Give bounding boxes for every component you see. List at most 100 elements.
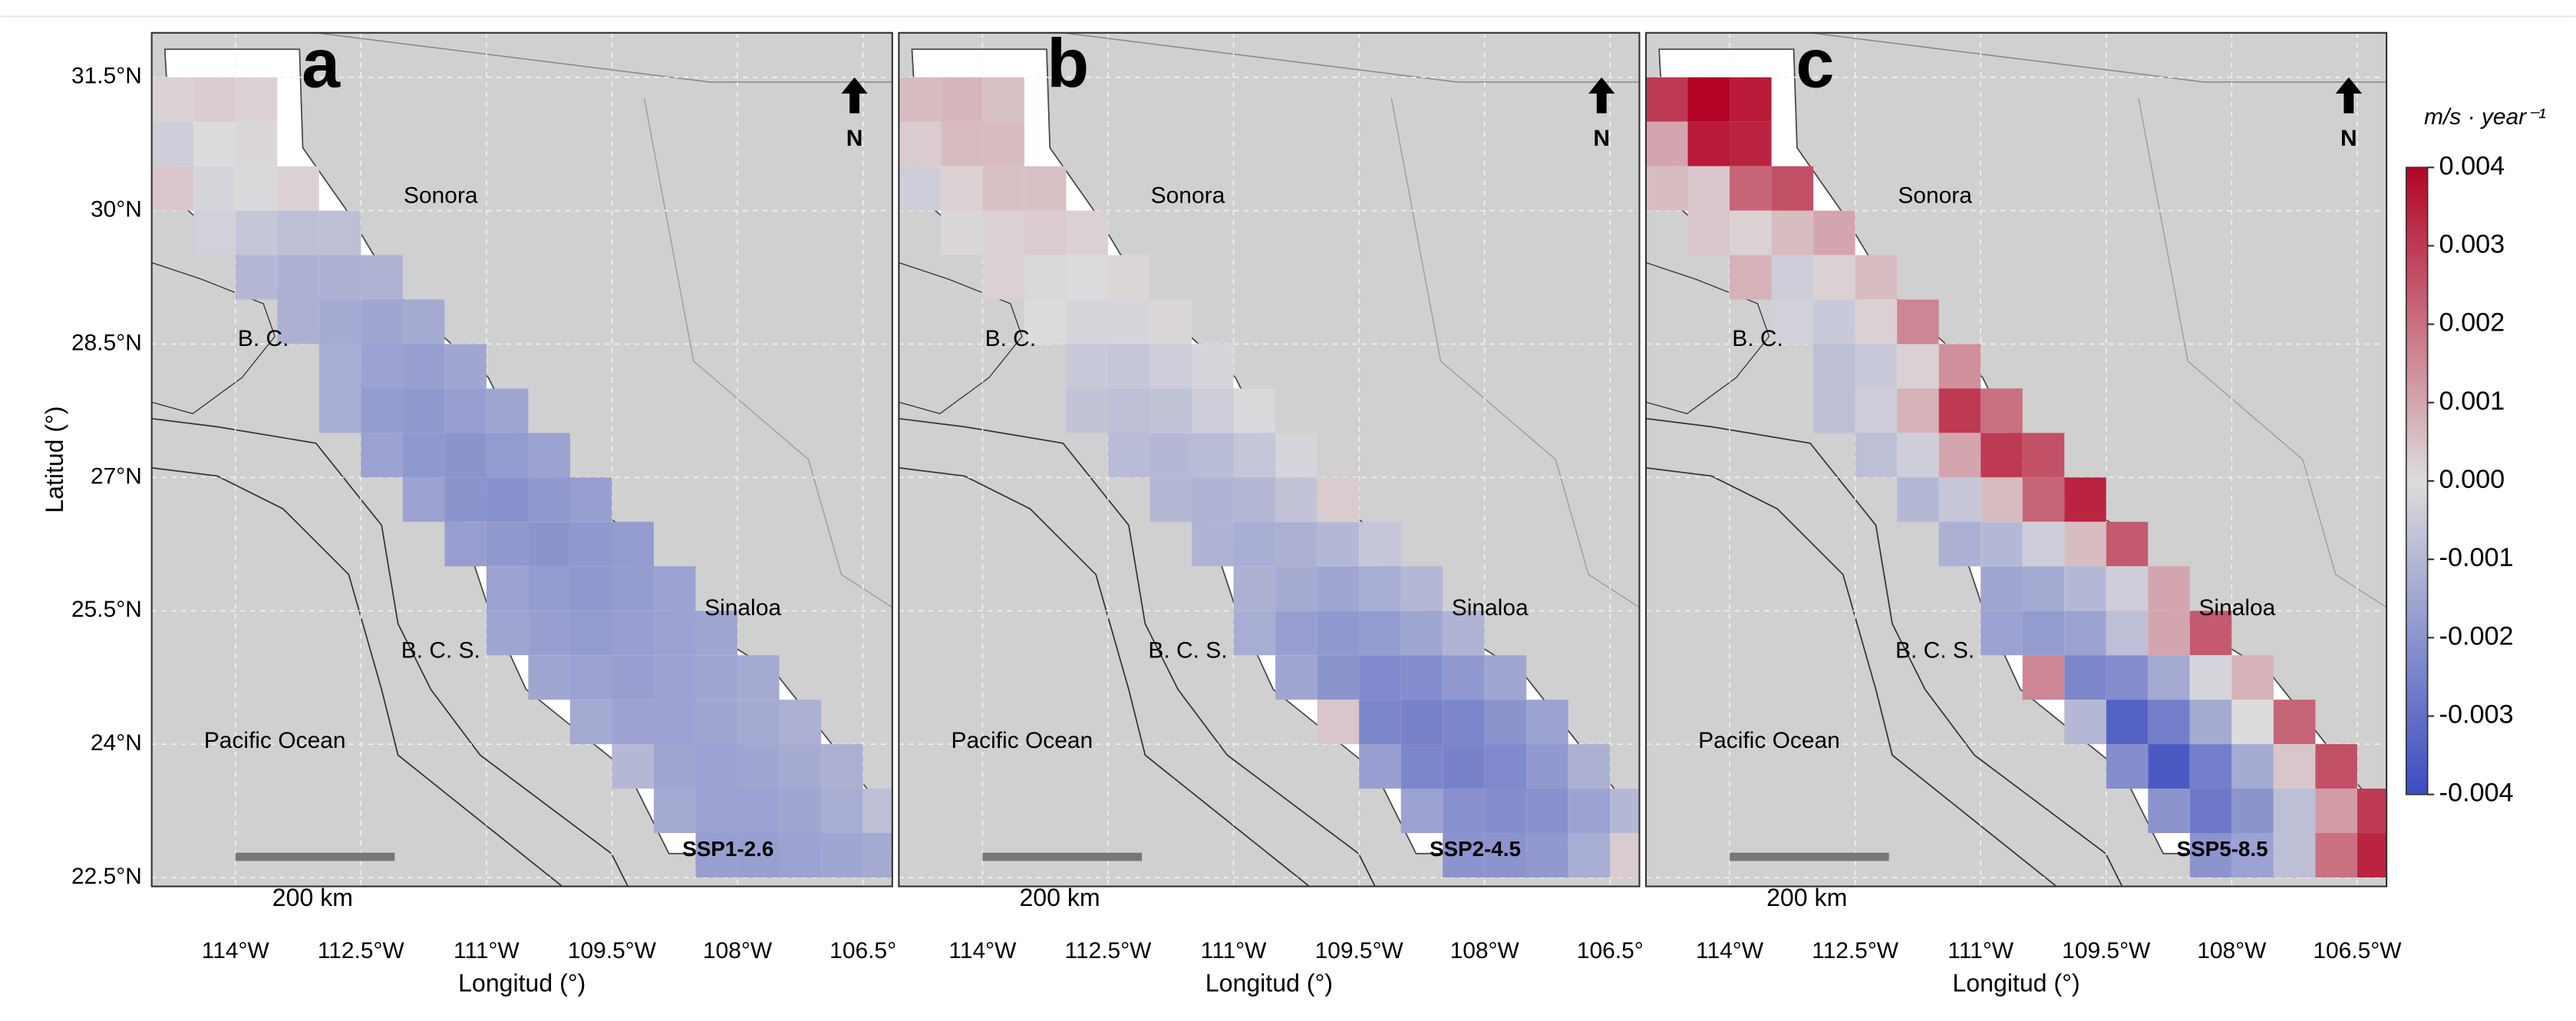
grid-cell (1730, 255, 1772, 300)
grid-cell (361, 433, 403, 478)
grid-cell (318, 344, 361, 389)
region-label: Pacific Ocean (204, 728, 346, 753)
grid-cell (1359, 655, 1401, 700)
grid-cell (1024, 210, 1067, 255)
grid-cell (569, 477, 612, 522)
grid-cell (235, 121, 278, 166)
grid-cell (1275, 566, 1318, 611)
grid-cell (1687, 166, 1730, 211)
grid-cell (444, 344, 487, 389)
grid-cell (1024, 166, 1067, 211)
grid-cell (1771, 210, 1814, 255)
x-tick-label: 111°W (1201, 938, 1267, 963)
state-border (1390, 98, 1640, 608)
grid-cell (1897, 477, 1939, 522)
grid-cell (486, 611, 529, 656)
scenario-label: SSP1-2.6 (682, 837, 773, 861)
x-tick-label: 106.5°W (2313, 938, 2402, 963)
grid-cell (486, 477, 529, 522)
grid-cell (1317, 566, 1360, 611)
grid-cell (528, 566, 570, 611)
colorbar-tick-label: -0.004 (2439, 779, 2514, 808)
grid-cell (569, 522, 612, 567)
grid-cell (821, 832, 863, 878)
grid-cell (1484, 789, 1527, 833)
grid-cell (2022, 477, 2065, 522)
grid-cell (1443, 611, 1485, 656)
scenario-label: SSP2-4.5 (1430, 837, 1521, 861)
grid-cell (444, 433, 487, 478)
grid-cell (2189, 789, 2232, 833)
grid-cell (779, 789, 822, 833)
x-tick-label: 112.5°W (318, 938, 405, 963)
x-tick-label: 112.5°W (1065, 938, 1153, 963)
grid-cell (1066, 388, 1108, 433)
grid-cell (402, 299, 445, 344)
grid-cell (1771, 299, 1814, 344)
region-label: Sinaloa (704, 595, 781, 621)
grid-cell (695, 744, 738, 789)
grid-cell (1526, 832, 1568, 878)
grid-cell (1317, 655, 1360, 700)
grid-cell (2064, 611, 2106, 656)
grid-cell (1938, 477, 1981, 522)
grid-cell (1149, 477, 1192, 522)
grid-cell (1192, 477, 1234, 522)
grid-cell (444, 477, 487, 522)
grid-cell (2189, 744, 2232, 789)
grid-cell (1233, 522, 1276, 567)
grid-cell (2148, 655, 2190, 700)
y-tick-label: 22.5°N (71, 864, 142, 889)
grid-cell (1897, 433, 1939, 478)
panel-frame (898, 31, 1641, 888)
grid-cell (1400, 655, 1443, 700)
region-label: B. C. S. (1895, 637, 1974, 663)
state-border (1063, 32, 1640, 83)
grid-cell (2106, 611, 2149, 656)
grid-cell (2273, 700, 2316, 745)
grid-cell (277, 255, 319, 300)
grid-cell (486, 433, 529, 478)
grid-cell (982, 255, 1024, 300)
grid-cell (737, 700, 780, 745)
grid-cell (2064, 655, 2106, 700)
grid-cell (1610, 789, 1640, 833)
coastline (899, 417, 1377, 888)
grid-cell (235, 255, 278, 300)
grid-cell (1813, 388, 1855, 433)
grid-cell (654, 655, 696, 700)
scale-label: 200 km (272, 884, 353, 911)
x-tick-label: 106.5° (830, 938, 896, 963)
grid-cell (1107, 388, 1150, 433)
region-label: Pacific Ocean (1698, 728, 1840, 753)
colorbar-tick-label: 0.001 (2439, 387, 2505, 416)
region-label: B. C. S. (401, 637, 480, 663)
colorbar-tick-label: -0.001 (2439, 543, 2514, 572)
grid-cell (569, 566, 612, 611)
grid-cell (1275, 433, 1318, 478)
colorbar-title: m/s · year⁻¹ (2424, 104, 2546, 130)
grid-cell (569, 611, 612, 656)
grid-cell (1484, 832, 1527, 878)
grid-cell (1981, 522, 2023, 567)
region-label: Sonora (1898, 183, 1972, 209)
grid-cell (2148, 789, 2190, 833)
coastline (1645, 417, 2123, 888)
y-tick-label: 28.5°N (71, 330, 142, 355)
grid-cell (318, 255, 361, 300)
grid-cell (899, 121, 941, 166)
grid-cell (1730, 166, 1772, 211)
grid-cell (779, 700, 822, 745)
grid-cell (1981, 566, 2023, 611)
grid-cell (2064, 477, 2106, 522)
grid-cell (2148, 611, 2190, 656)
grid-cell (1981, 611, 2023, 656)
grid-cell (402, 388, 445, 433)
y-tick-label: 30°N (91, 197, 142, 222)
grid-cell (1981, 388, 2023, 433)
grid-cell (528, 433, 570, 478)
grid-cell (318, 299, 361, 344)
north-arrow (1588, 77, 1615, 114)
grid-cell (1813, 255, 1855, 300)
grid-cell (193, 166, 236, 211)
